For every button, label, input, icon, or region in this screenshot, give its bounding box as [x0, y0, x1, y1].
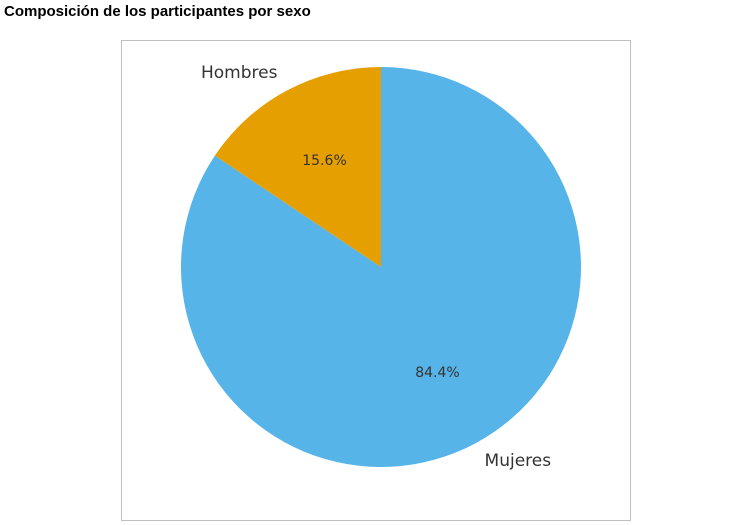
pie-value-label-hombres: 15.6% [302, 153, 346, 169]
pie-value-label-mujeres: 84.4% [415, 365, 459, 381]
pie-category-label-hombres: Hombres [201, 63, 278, 83]
pie-category-label-mujeres: Mujeres [485, 451, 552, 471]
pie-slice-mujeres [181, 67, 581, 467]
chart-title: Composición de los participantes por sex… [4, 3, 311, 20]
pie-slice-hombres [214, 67, 381, 267]
